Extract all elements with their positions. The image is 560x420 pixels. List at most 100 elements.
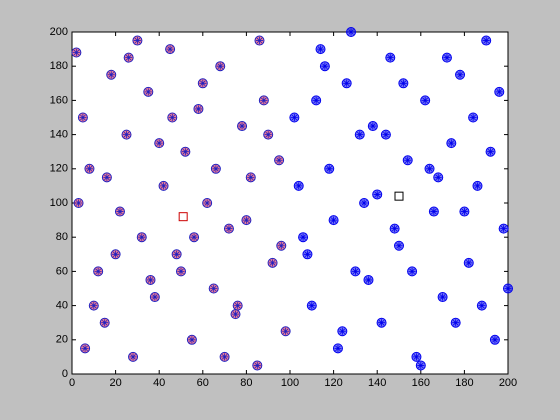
point-star <box>412 353 420 361</box>
point <box>311 95 322 106</box>
point-star <box>421 96 429 104</box>
point-star <box>199 79 207 87</box>
point-star <box>72 49 80 57</box>
point-star <box>491 336 499 344</box>
point <box>359 198 370 208</box>
point <box>455 69 466 80</box>
point-star <box>75 199 83 207</box>
point-star <box>473 182 481 190</box>
point-star <box>290 114 298 121</box>
y-tick-label: 140 <box>50 129 68 141</box>
y-tick-label: 20 <box>56 334 68 346</box>
y-tick-label: 180 <box>50 60 68 72</box>
point-star <box>299 233 307 241</box>
y-tick-label: 40 <box>56 300 68 312</box>
point <box>450 317 461 328</box>
point <box>106 69 117 80</box>
point <box>121 129 132 140</box>
point-star <box>94 267 102 275</box>
x-tick-label: 140 <box>368 377 386 389</box>
point <box>341 78 352 89</box>
x-tick-label: 0 <box>69 377 75 389</box>
point-star <box>253 361 261 369</box>
point-star <box>85 165 93 173</box>
point-star <box>255 37 263 45</box>
point-star <box>465 259 473 267</box>
y-tick-label: 0 <box>62 368 68 380</box>
point-star <box>242 216 250 224</box>
y-tick-label: 80 <box>56 231 68 243</box>
x-tick-label: 180 <box>455 377 473 389</box>
point <box>223 223 234 234</box>
point <box>280 326 291 337</box>
point-star <box>364 276 372 284</box>
point <box>302 249 313 260</box>
point-star <box>123 131 130 139</box>
point <box>494 86 505 97</box>
point-star <box>234 302 242 310</box>
x-tick-label: 20 <box>109 377 121 389</box>
point <box>171 249 182 260</box>
point <box>263 129 274 140</box>
point <box>136 232 147 243</box>
point <box>446 138 457 149</box>
point <box>186 334 197 345</box>
x-tick-label: 200 <box>499 377 517 389</box>
point <box>158 180 169 191</box>
point-star <box>312 96 320 104</box>
point-star <box>386 54 394 62</box>
point <box>407 266 418 277</box>
point-star <box>282 327 290 335</box>
point-star <box>103 173 111 181</box>
point-star <box>221 353 229 361</box>
point <box>463 257 474 268</box>
point <box>145 274 156 285</box>
point <box>71 47 82 58</box>
point-star <box>321 62 329 70</box>
point <box>503 283 513 294</box>
y-tick-label: 100 <box>50 197 68 209</box>
point <box>424 163 435 174</box>
point-star <box>155 139 163 147</box>
point-star <box>443 54 451 62</box>
point <box>252 360 263 371</box>
point <box>215 61 226 72</box>
point-star <box>194 105 202 113</box>
point-star <box>81 344 89 352</box>
point <box>415 360 426 371</box>
point <box>289 112 300 123</box>
point-star <box>408 267 416 275</box>
point-star <box>482 37 490 45</box>
point <box>197 78 208 89</box>
point <box>476 300 487 311</box>
point-star <box>133 37 141 45</box>
point <box>167 112 178 123</box>
point <box>110 249 121 260</box>
point <box>498 223 509 234</box>
point <box>437 292 448 303</box>
point-star <box>232 310 239 318</box>
point <box>350 266 361 277</box>
point-star <box>203 199 211 207</box>
point-star <box>399 79 407 87</box>
axes-box <box>71 31 509 375</box>
x-tick-label: 160 <box>412 377 430 389</box>
point-star <box>439 293 447 301</box>
point <box>258 95 269 106</box>
point <box>128 351 139 362</box>
point <box>489 334 500 345</box>
x-tick-label: 120 <box>324 377 342 389</box>
point <box>267 257 278 268</box>
point-star <box>116 208 124 216</box>
point <box>132 35 143 46</box>
point-star <box>190 233 198 241</box>
point <box>398 78 409 89</box>
point <box>241 215 252 226</box>
point-star <box>295 182 303 190</box>
point <box>481 35 492 46</box>
point-star <box>334 344 342 352</box>
point-star <box>146 276 154 284</box>
y-tick-label: 200 <box>50 26 68 38</box>
point <box>143 86 154 97</box>
